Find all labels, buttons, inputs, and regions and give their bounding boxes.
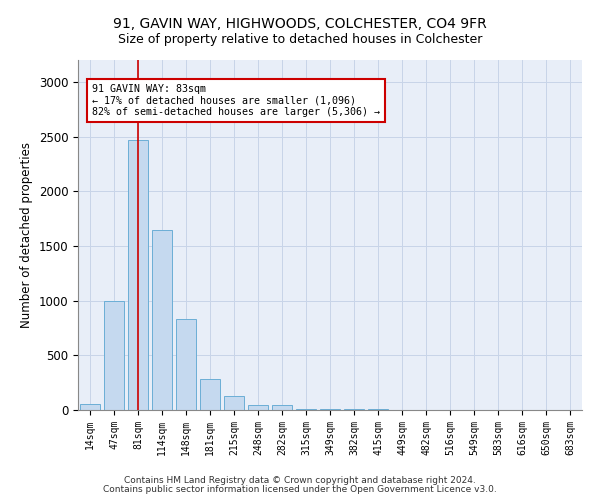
Text: 91, GAVIN WAY, HIGHWOODS, COLCHESTER, CO4 9FR: 91, GAVIN WAY, HIGHWOODS, COLCHESTER, CO… (113, 18, 487, 32)
Y-axis label: Number of detached properties: Number of detached properties (20, 142, 33, 328)
Text: Contains public sector information licensed under the Open Government Licence v3: Contains public sector information licen… (103, 485, 497, 494)
Bar (248, 404, 268, 410)
Bar (104, 300, 124, 410)
Bar (224, 396, 244, 410)
Text: Contains HM Land Registry data © Crown copyright and database right 2024.: Contains HM Land Registry data © Crown c… (124, 476, 476, 485)
Bar (80, 404, 100, 410)
Bar (272, 404, 292, 410)
Bar (152, 230, 172, 410)
Bar (320, 409, 340, 410)
Bar (296, 409, 316, 410)
Bar (128, 140, 148, 410)
Text: 91 GAVIN WAY: 83sqm
← 17% of detached houses are smaller (1,096)
82% of semi-det: 91 GAVIN WAY: 83sqm ← 17% of detached ho… (92, 84, 380, 117)
Bar (200, 380, 220, 410)
Bar (176, 319, 196, 410)
Text: Size of property relative to detached houses in Colchester: Size of property relative to detached ho… (118, 32, 482, 46)
